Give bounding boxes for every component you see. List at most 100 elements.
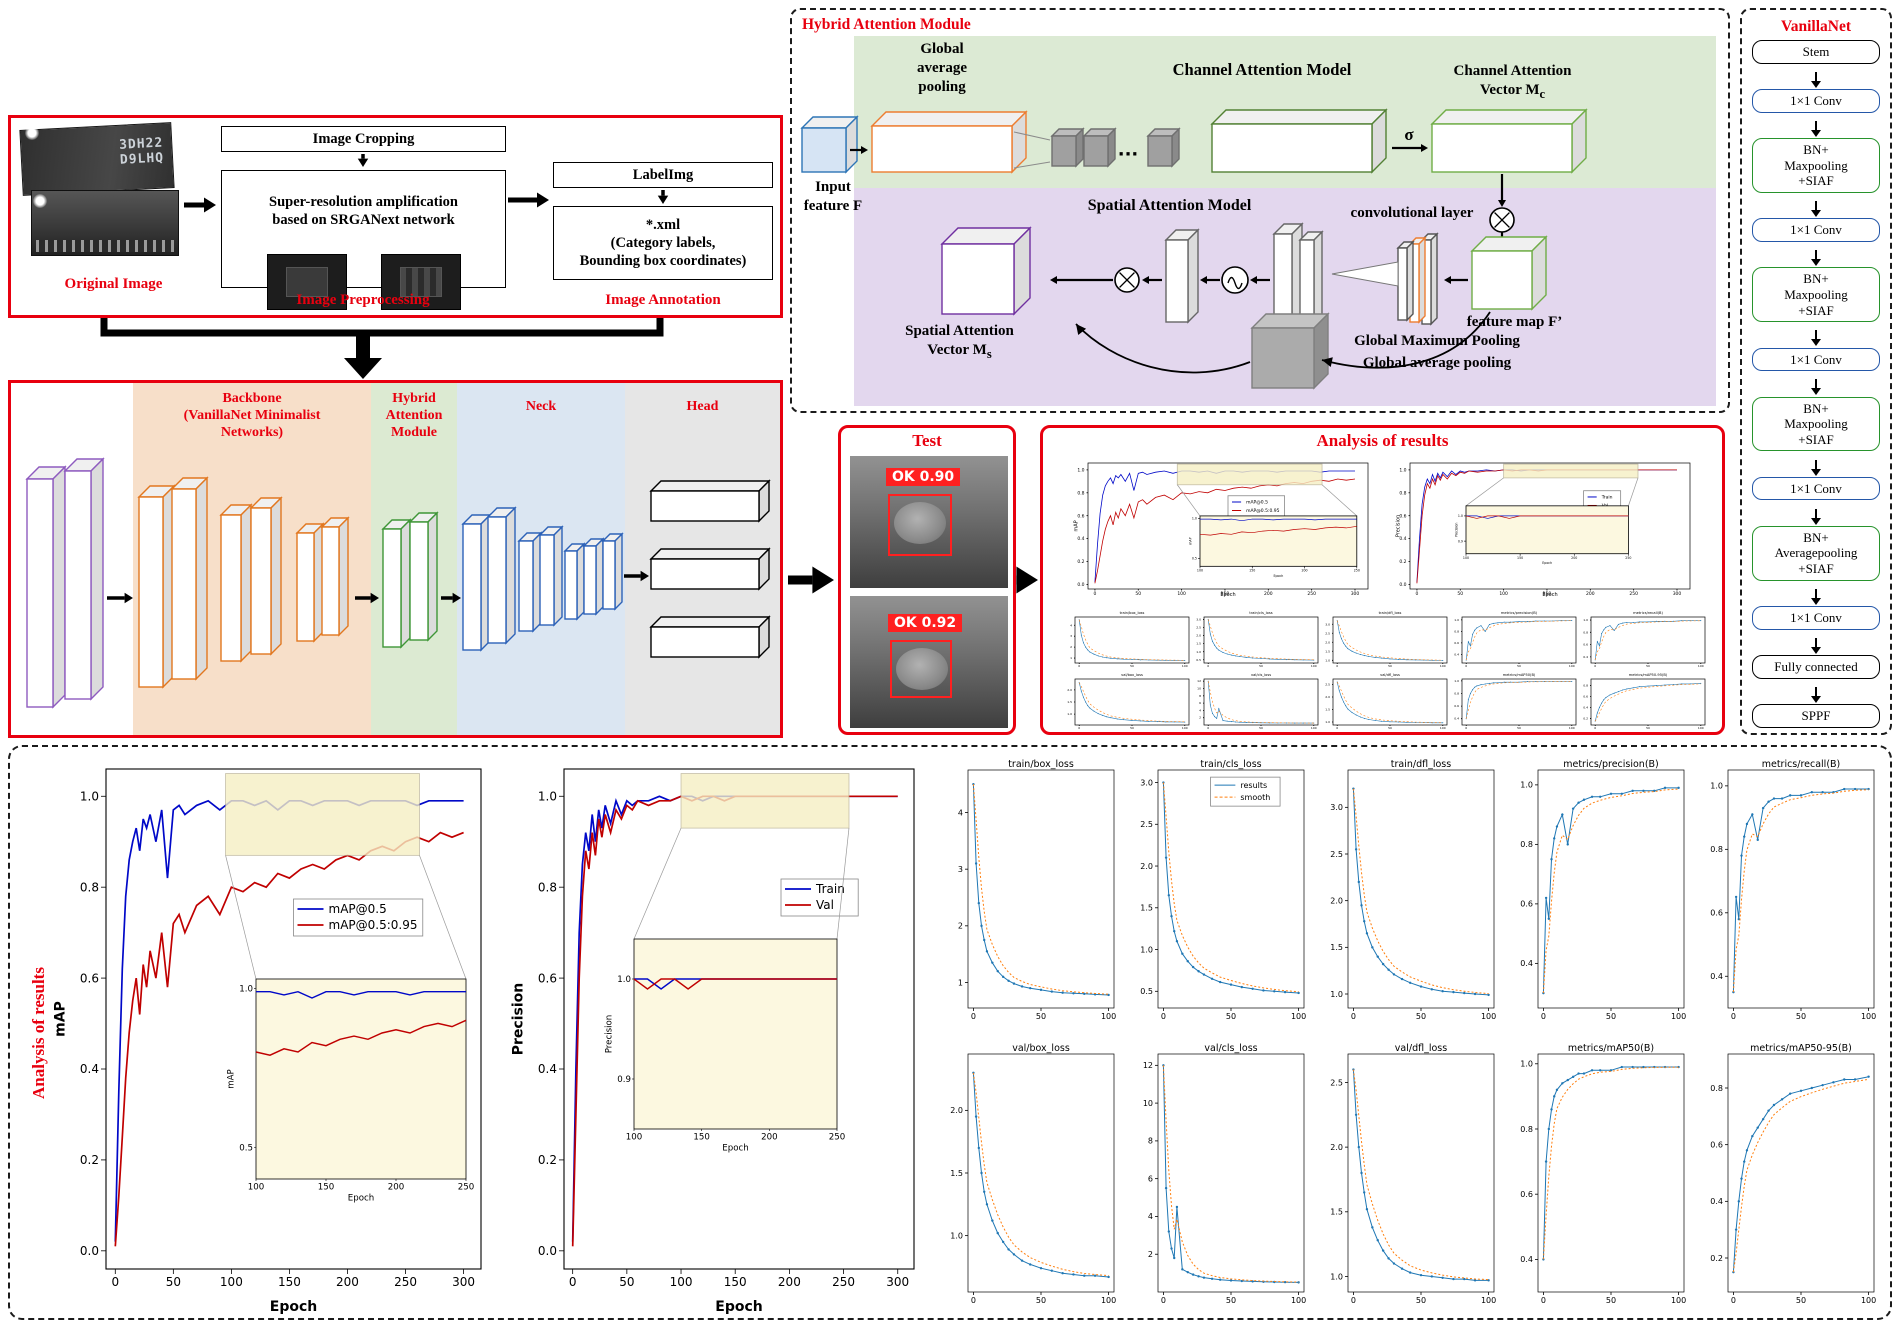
svg-text:100: 100 [1182, 664, 1188, 668]
image-preprocessing-label: Image Preprocessing [296, 292, 430, 308]
vanillanet-block: BN+ Maxpooling +SIAF [1752, 267, 1880, 323]
chart-train_cls_loss: 0 50 100 0.5 1.0 1.5 2.0 2.5 3.0 train/cls_lossre… [1140, 759, 1306, 1021]
feature-map-label: feature map F’ [1466, 314, 1563, 330]
input-feature-label: Input feature F [803, 179, 863, 214]
svg-text:6: 6 [1199, 701, 1201, 705]
svg-text:2.0: 2.0 [1325, 695, 1330, 699]
svg-text:smooth: smooth [1240, 793, 1270, 802]
svg-text:mAP@0.5:0.95: mAP@0.5:0.95 [1246, 508, 1280, 514]
vanillanet-section: VanillaNet Stem 1×1 Conv BN+ Maxpooling +S… [1740, 8, 1892, 735]
svg-text:0.2: 0.2 [538, 1153, 557, 1167]
svg-text:0: 0 [1351, 1296, 1356, 1305]
svg-text:2: 2 [1199, 715, 1201, 719]
results-grid: 0 50 100 1 2 3 4 train/box_loss 0 50 100 0.5 1.0 1.5 2… [935, 753, 1890, 1317]
test-section: Test OK 0.90 OK 0.92 [838, 425, 1016, 735]
svg-text:metrics/mAP50(B): metrics/mAP50(B) [1568, 1043, 1654, 1054]
global-average-pooling-label: Global average pooling [917, 41, 967, 95]
svg-text:2: 2 [958, 922, 963, 931]
svg-text:0.4: 0.4 [1583, 705, 1588, 709]
svg-text:50: 50 [1388, 726, 1392, 730]
svg-text:12: 12 [1197, 679, 1201, 683]
svg-text:0.8: 0.8 [1710, 1084, 1723, 1093]
svg-text:2.5: 2.5 [1325, 682, 1330, 686]
svg-text:metrics/mAP50-95(B): metrics/mAP50-95(B) [1750, 1043, 1852, 1054]
svg-text:50: 50 [619, 1275, 634, 1289]
svg-text:0.8: 0.8 [1710, 845, 1723, 854]
svg-text:0.5: 0.5 [239, 1143, 253, 1153]
solder-joint-blob [894, 502, 946, 544]
svg-text:50: 50 [1606, 1296, 1616, 1305]
svg-text:0.4: 0.4 [1399, 536, 1406, 542]
svg-text:0.8: 0.8 [1520, 840, 1533, 849]
svg-text:metrics/mAP50-95(B): metrics/mAP50-95(B) [1629, 673, 1668, 677]
svg-text:250: 250 [1629, 591, 1638, 597]
svg-text:300: 300 [452, 1275, 475, 1289]
svg-text:300: 300 [886, 1275, 909, 1289]
network-architecture-svg [25, 383, 780, 735]
svg-text:0.4: 0.4 [1583, 655, 1588, 659]
convolutional-layer-label: convolutional layer [1350, 205, 1474, 221]
svg-text:0.6: 0.6 [1520, 1190, 1533, 1199]
svg-text:3: 3 [1070, 634, 1072, 638]
svg-text:2.0: 2.0 [950, 1106, 963, 1115]
svg-text:0.4: 0.4 [538, 1062, 557, 1076]
glare-spot [25, 126, 39, 140]
svg-text:0: 0 [971, 1012, 976, 1021]
svg-text:2.0: 2.0 [1140, 862, 1153, 871]
svg-text:50: 50 [1130, 726, 1134, 730]
svg-text:2.0: 2.0 [1330, 896, 1343, 905]
svg-text:100: 100 [1671, 1296, 1686, 1305]
vanillanet-arrow [1809, 330, 1822, 347]
svg-text:0.6: 0.6 [80, 971, 99, 985]
chart-val_box_loss: 0 50 100 1.0 1.5 2.0 val/box_loss [950, 1043, 1116, 1305]
svg-text:0: 0 [111, 1275, 119, 1289]
svg-text:1.5: 1.5 [1330, 943, 1343, 952]
precision-epoch-chart: 0 50 100 150 200 250 300 0.0 0.2 0.4 0.6 0.8 1.0 Epoc… [511, 768, 915, 1315]
svg-text:0.6: 0.6 [1583, 694, 1588, 698]
svg-text:1.0: 1.0 [1325, 658, 1330, 662]
svg-text:100: 100 [1499, 591, 1508, 597]
svg-text:mAP@0.5: mAP@0.5 [329, 902, 387, 916]
svg-text:1.0: 1.0 [1454, 618, 1459, 622]
vanillanet-block: SPPF [1752, 704, 1880, 728]
svg-text:2.0: 2.0 [1196, 634, 1201, 638]
svg-text:train/dfl_loss: train/dfl_loss [1391, 759, 1451, 770]
svg-text:50: 50 [1606, 1012, 1616, 1021]
svg-text:100: 100 [220, 1275, 243, 1289]
svg-text:100: 100 [1671, 1012, 1686, 1021]
svg-text:0.4: 0.4 [1520, 959, 1533, 968]
svg-text:0: 0 [1465, 726, 1467, 730]
svg-text:100: 100 [1569, 664, 1575, 668]
svg-text:0.9: 0.9 [617, 1075, 631, 1085]
channel-attention-model-label: Channel Attention Model [1172, 60, 1352, 79]
svg-text:50: 50 [1226, 1296, 1236, 1305]
svg-text:0.8: 0.8 [1583, 683, 1588, 687]
mini-chart-val_cls_loss: 0 50 100 2 4 6 8 10 12 val/cls_loss [1197, 673, 1319, 730]
svg-text:0: 0 [1093, 591, 1096, 597]
svg-text:200: 200 [1264, 591, 1273, 597]
svg-text:12: 12 [1143, 1061, 1153, 1070]
xml-box: *.xml (Category labels, Bounding box coo… [553, 206, 773, 280]
vanillanet-arrow [1809, 250, 1822, 267]
svg-text:0: 0 [1731, 1296, 1736, 1305]
map-epoch-chart: 0 50 100 150 200 250 300 0.0 0.2 0.4 0.6 0.8 1.0 Epoc… [53, 768, 482, 1315]
vanillanet-arrow [1809, 508, 1822, 525]
svg-text:1.0: 1.0 [617, 975, 631, 985]
svg-text:0: 0 [1207, 726, 1209, 730]
svg-text:50: 50 [1036, 1012, 1046, 1021]
preprocessing-section: 3DH22 D9LHQ Original Image Image Croppin… [8, 115, 783, 318]
svg-text:0: 0 [569, 1275, 577, 1289]
svg-text:6: 6 [1148, 1174, 1153, 1183]
chart-metrics_precision: 0 50 100 0.4 0.6 0.8 1.0 metrics/precision(B) [1520, 759, 1686, 1021]
svg-text:100: 100 [1311, 726, 1317, 730]
test-image-1: OK 0.90 [850, 456, 1008, 588]
svg-text:0.2: 0.2 [1583, 716, 1588, 720]
svg-text:1.0: 1.0 [80, 789, 99, 803]
svg-text:Val: Val [816, 898, 834, 912]
svg-text:0: 0 [1415, 591, 1418, 597]
svg-text:1.0: 1.0 [1520, 781, 1533, 790]
svg-text:mAP: mAP [53, 1001, 69, 1037]
svg-text:8: 8 [1199, 693, 1201, 697]
chart-val_dfl_loss: 0 50 100 1.0 1.5 2.0 2.5 val/dfl_loss [1330, 1043, 1496, 1305]
